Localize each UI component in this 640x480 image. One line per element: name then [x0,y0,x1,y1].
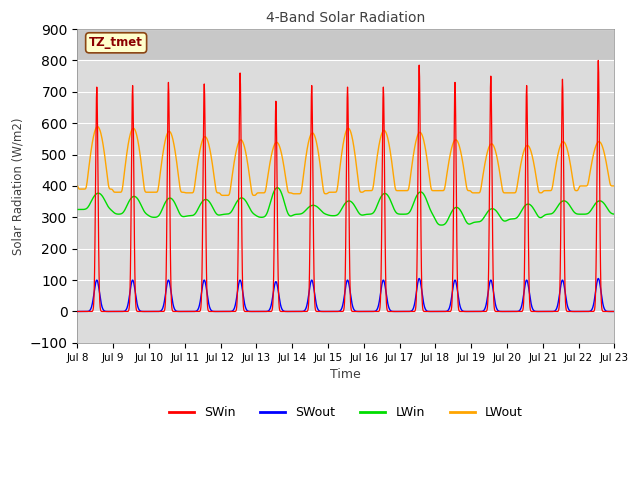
Line: LWin: LWin [77,188,614,225]
LWin [611,211,618,217]
Text: TZ_tmet: TZ_tmet [89,36,143,49]
SWin [595,58,602,63]
SWin [611,309,618,314]
SWout [74,309,81,314]
SWin [500,309,508,314]
Title: 4-Band Solar Radiation: 4-Band Solar Radiation [266,11,426,25]
Y-axis label: Solar Radiation (W/m2): Solar Radiation (W/m2) [11,117,24,255]
LWin [273,185,281,191]
SWin [253,309,261,314]
LWout [500,190,508,195]
LWin [193,208,200,214]
Line: LWout: LWout [77,127,614,195]
SWin [74,309,81,314]
SWout [180,309,188,314]
LWout [430,188,438,193]
SWout [253,309,260,314]
LWout [74,183,81,189]
LWout [220,192,227,198]
LWout [180,190,188,195]
LWout [93,124,101,130]
SWin [253,309,260,314]
SWout [547,309,555,314]
SWin [180,309,188,314]
LWout [547,187,555,193]
Line: SWout: SWout [77,278,614,312]
LWout [611,183,618,189]
LWout [193,165,201,170]
LWin [253,213,260,219]
LWin [547,211,555,216]
SWin [429,309,437,314]
LWin [429,213,437,218]
Bar [77,29,614,60]
Legend: SWin, SWout, LWin, LWout: SWin, SWout, LWin, LWout [164,401,528,424]
SWout [415,276,423,281]
LWin [180,214,188,219]
SWin [193,309,200,314]
LWin [74,206,81,212]
SWout [500,309,508,314]
Line: SWin: SWin [77,60,614,312]
X-axis label: Time: Time [330,368,361,381]
SWout [611,309,618,314]
SWout [253,309,261,314]
SWout [430,309,438,314]
LWout [254,190,262,196]
SWout [193,308,200,314]
SWin [547,309,555,314]
LWin [438,222,445,228]
LWin [500,218,508,224]
